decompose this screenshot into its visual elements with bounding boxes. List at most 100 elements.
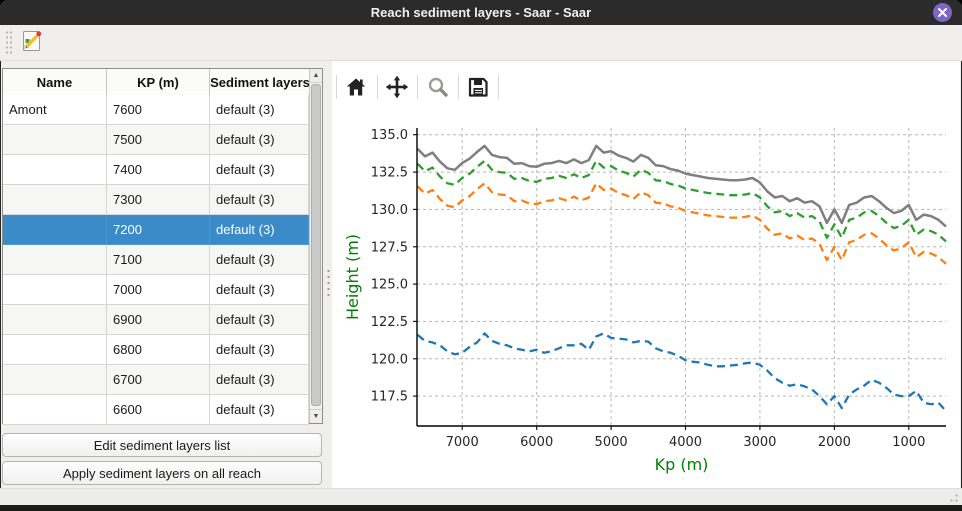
scrollbar-thumb[interactable] [311,84,321,406]
mpl-save-button[interactable] [464,73,494,101]
cell-layers: default (3) [210,155,309,185]
pan-arrows-icon [385,75,409,99]
sediment-profile-chart[interactable]: 7000 6000 5000 4000 3000 2000 1000 117.5 120.0 12… [340,105,962,490]
cell-name [3,245,107,275]
main-toolbar [0,25,962,61]
splitter-handle[interactable] [326,268,331,298]
table-row[interactable]: 7000 default (3) [3,275,309,305]
x-tick-label: 3000 [743,435,776,450]
cell-layers: default (3) [210,245,309,275]
y-tick-label: 122.5 [371,315,408,330]
y-axis-label: Height (m) [343,234,362,320]
resize-grip-icon[interactable] [946,490,959,503]
cell-name [3,365,107,395]
cell-layers: default (3) [210,125,309,155]
cell-kp: 7000 [107,275,210,305]
scroll-up-arrow-icon[interactable]: ▲ [310,69,322,83]
table-header: Name KP (m) Sediment layers [3,69,322,96]
save-floppy-icon [468,77,488,97]
y-tick-label: 125.0 [371,278,408,293]
cell-kp: 7200 [107,215,210,245]
cell-layers: default (3) [210,305,309,335]
home-icon [346,78,366,96]
cell-name [3,305,107,335]
x-tick-label: 5000 [595,435,628,450]
x-tick-label: 4000 [669,435,702,450]
cell-kp: 6900 [107,305,210,335]
toolbar-separator [377,75,378,99]
chart-line-lower-layer [416,182,947,265]
table-row[interactable]: 7400 default (3) [3,155,309,185]
cell-layers: default (3) [210,95,309,125]
cell-layers: default (3) [210,395,309,425]
cell-name [3,215,107,245]
cell-name [3,185,107,215]
cell-name: Amont [3,95,107,125]
cell-name [3,125,107,155]
mpl-home-button[interactable] [342,73,372,101]
x-tick-label: 7000 [446,435,479,450]
table-row[interactable]: 7500 default (3) [3,125,309,155]
table-row[interactable]: 6900 default (3) [3,305,309,335]
mpl-pan-button[interactable] [383,73,413,101]
edit-sediment-layers-button[interactable]: Edit sediment layers list [2,433,322,457]
mpl-zoom-button[interactable] [424,73,454,101]
scroll-down-arrow-icon[interactable]: ▼ [310,409,322,423]
cell-layers: default (3) [210,275,309,305]
window-bottom-border [0,505,962,511]
chart-line-river-bottom [416,332,947,412]
cell-layers: default (3) [210,365,309,395]
cell-kp: 6600 [107,395,210,425]
table-row[interactable]: 7100 default (3) [3,245,309,275]
toolbar-separator [458,75,459,99]
y-tick-label: 117.5 [371,390,408,405]
table-row[interactable]: 7300 default (3) [3,185,309,215]
statusbar [0,488,962,505]
x-tick-label: 2000 [818,435,851,450]
titlebar[interactable]: Reach sediment layers - Saar - Saar [0,0,962,25]
cell-layers: default (3) [210,185,309,215]
table-body: Amont 7600 default (3) 7500 default (3) 7400 d… [3,95,309,425]
x-tick-label: 6000 [520,435,553,450]
y-tick-label: 127.5 [371,240,408,255]
cell-name [3,395,107,425]
cell-layers: default (3) [210,335,309,365]
table-row[interactable]: 6700 default (3) [3,365,309,395]
close-button[interactable] [933,3,952,22]
sediment-table: Name KP (m) Sediment layers Amont 7600 def… [2,68,323,425]
column-header-sediment-layers[interactable]: Sediment layers [210,74,310,90]
chart-line-middle-layer [416,159,947,243]
table-row[interactable]: 6800 default (3) [3,335,309,365]
zoom-magnifier-icon [428,77,448,97]
column-header-kp[interactable]: KP (m) [107,69,210,95]
table-row[interactable]: Amont 7600 default (3) [3,95,309,125]
window-title: Reach sediment layers - Saar - Saar [370,5,592,20]
table-row[interactable]: 7200 default (3) [3,215,309,245]
cell-kp: 7500 [107,125,210,155]
y-tick-label: 130.0 [371,203,408,218]
cell-kp: 7300 [107,185,210,215]
chart-line-upper-layer [416,144,947,228]
cell-name [3,155,107,185]
apply-sediment-layers-button[interactable]: Apply sediment layers on all reach [2,461,322,485]
mpl-toolbar [332,71,960,103]
y-tick-label: 135.0 [371,128,408,143]
cell-name [3,275,107,305]
x-axis-label: Kp (m) [655,455,709,474]
toolbar-separator [336,75,337,99]
toolbar-drag-handle[interactable] [5,30,13,55]
table-row[interactable]: 6600 default (3) [3,395,309,425]
cell-kp: 7100 [107,245,210,275]
toolbar-separator [417,75,418,99]
cell-name [3,335,107,365]
cell-kp: 7400 [107,155,210,185]
toolbar-separator [498,75,499,99]
plot-panel: 7000 6000 5000 4000 3000 2000 1000 117.5 120.0 12… [332,61,960,488]
cell-layers: default (3) [210,215,309,245]
edit-notes-button[interactable] [17,28,46,57]
column-header-name[interactable]: Name [3,69,107,95]
table-scrollbar[interactable]: ▲ ▼ [309,69,322,423]
cell-kp: 7600 [107,95,210,125]
cell-kp: 6700 [107,365,210,395]
